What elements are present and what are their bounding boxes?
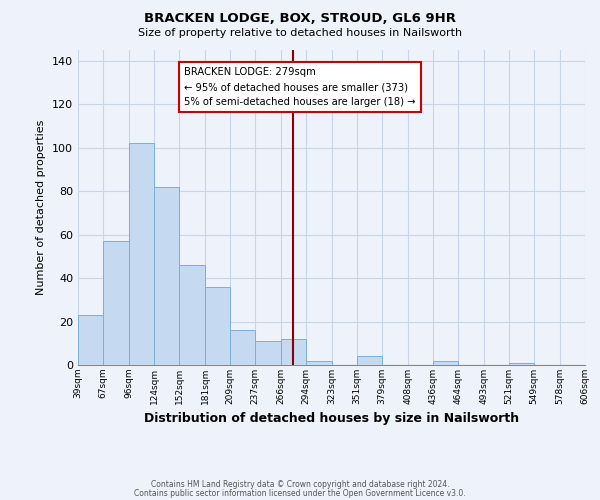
Y-axis label: Number of detached properties: Number of detached properties (37, 120, 46, 295)
Bar (433, 360, 458, 365)
Bar (230, 330, 255, 365)
Bar (509, 363, 534, 365)
Bar (78, 315, 103, 365)
Bar (205, 287, 230, 365)
Bar (357, 356, 382, 365)
Bar (179, 265, 205, 365)
Bar (103, 241, 129, 365)
Bar (281, 339, 306, 365)
Text: Size of property relative to detached houses in Nailsworth: Size of property relative to detached ho… (138, 28, 462, 38)
Text: Contains public sector information licensed under the Open Government Licence v3: Contains public sector information licen… (134, 488, 466, 498)
Bar (255, 341, 281, 365)
Bar (306, 360, 332, 365)
Text: BRACKEN LODGE, BOX, STROUD, GL6 9HR: BRACKEN LODGE, BOX, STROUD, GL6 9HR (144, 12, 456, 26)
Text: Contains HM Land Registry data © Crown copyright and database right 2024.: Contains HM Land Registry data © Crown c… (151, 480, 449, 489)
X-axis label: Distribution of detached houses by size in Nailsworth: Distribution of detached houses by size … (144, 412, 519, 426)
Text: BRACKEN LODGE: 279sqm
← 95% of detached houses are smaller (373)
5% of semi-deta: BRACKEN LODGE: 279sqm ← 95% of detached … (184, 68, 416, 107)
Bar (154, 187, 179, 365)
Bar (585, 363, 600, 365)
Bar (129, 144, 154, 365)
